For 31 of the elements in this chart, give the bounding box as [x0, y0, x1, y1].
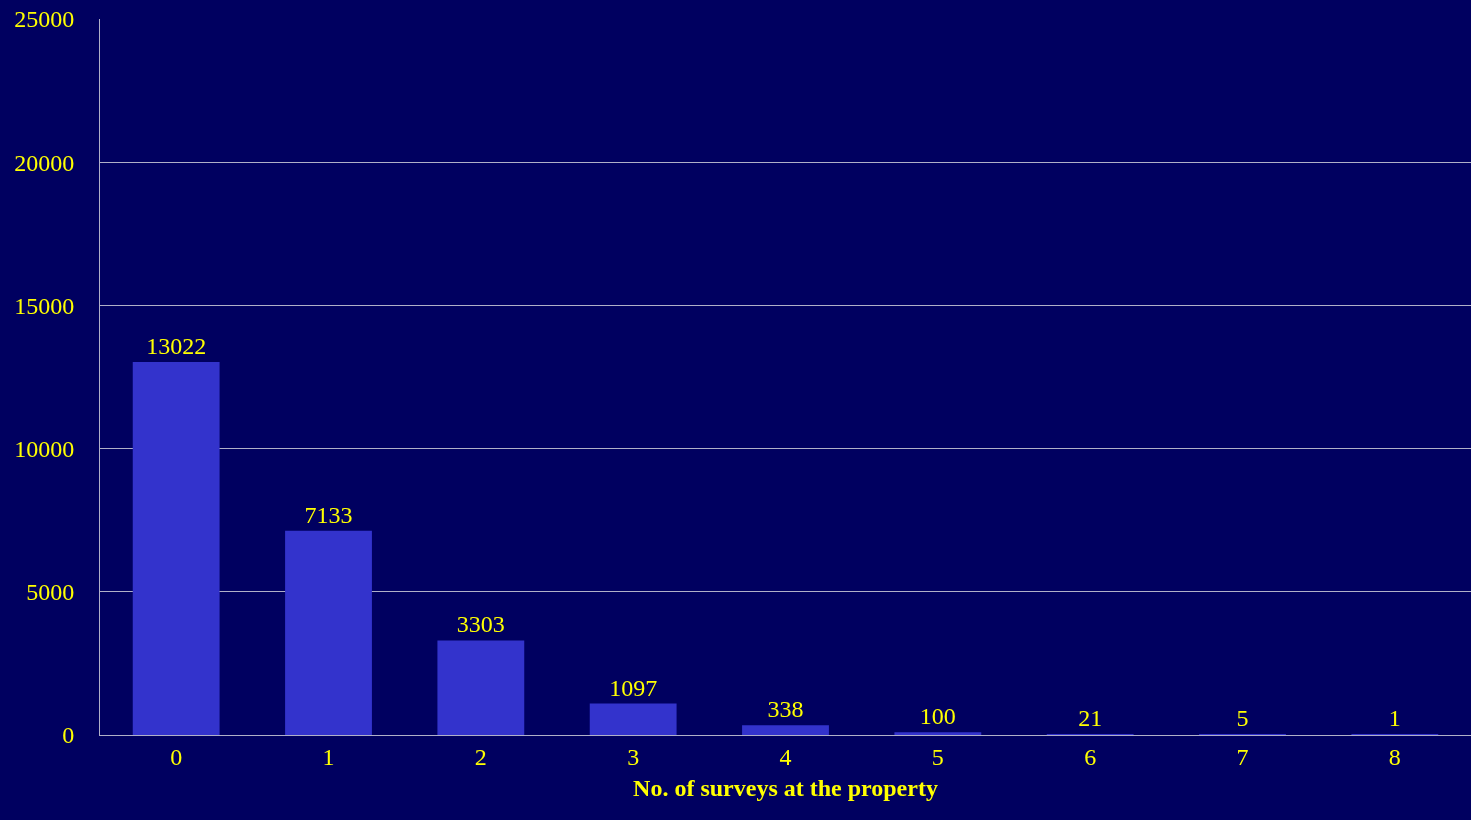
x-tick-label: 1: [322, 743, 335, 770]
y-tick-label: 15000: [14, 292, 75, 319]
bar: [742, 725, 829, 735]
data-label: 13022: [146, 333, 207, 360]
data-label: 1097: [609, 674, 658, 701]
x-tick-label: 8: [1388, 743, 1401, 770]
data-label: 5: [1236, 705, 1249, 731]
data-label: 21: [1078, 705, 1103, 731]
bar: [285, 530, 372, 735]
x-axis-title: No. of surveys at the property: [633, 775, 938, 802]
y-tick-label: 25000: [14, 6, 75, 33]
x-tick-label: 6: [1084, 743, 1097, 770]
y-tick-label: 0: [62, 722, 75, 749]
bar: [437, 640, 525, 735]
y-tick-label: 20000: [14, 149, 75, 176]
y-tick-label: 10000: [14, 436, 75, 462]
x-tick-label: 7: [1236, 743, 1249, 770]
x-tick-label: 4: [779, 743, 792, 770]
x-tick-label: 0: [170, 743, 183, 770]
bar: [132, 362, 220, 735]
data-label: 1: [1388, 705, 1401, 731]
bar: [589, 703, 677, 735]
x-tick-label: 5: [931, 743, 944, 770]
x-tick-label: 3: [627, 743, 640, 770]
data-label: 3303: [456, 611, 505, 638]
y-tick-label: 5000: [26, 579, 75, 606]
bar: [894, 732, 982, 735]
x-tick-label: 2: [474, 743, 487, 770]
data-label: 100: [919, 703, 956, 730]
data-label: 338: [767, 696, 804, 723]
data-label: 7133: [304, 501, 353, 528]
